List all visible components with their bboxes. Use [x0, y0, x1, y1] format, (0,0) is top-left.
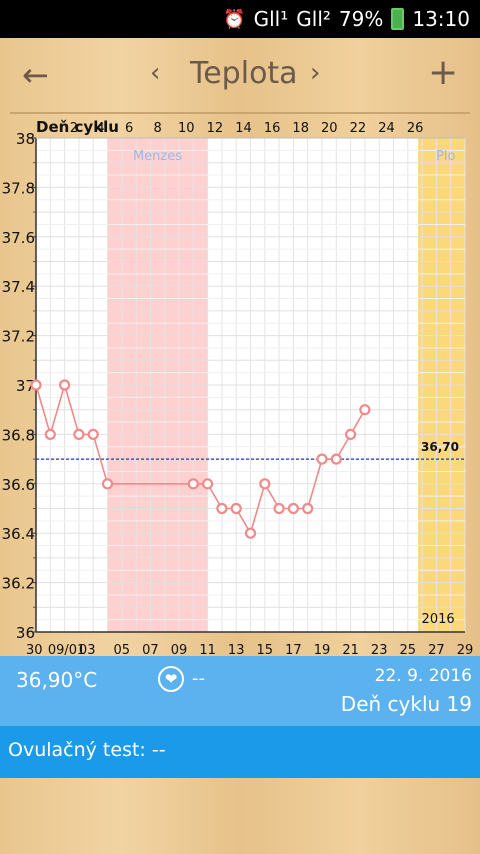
temperature-point[interactable] — [359, 404, 371, 416]
ovulation-test-text: Ovulačný test: -- — [8, 739, 166, 761]
battery-icon — [391, 8, 405, 30]
year-label: 2016 — [422, 612, 455, 627]
chart-svg[interactable]: 38 37.8 37.6 37.4 37.2 37 36.8 36.6 36.4 36.2 36 De… — [0, 118, 480, 658]
top-tick-label: 2 — [70, 121, 78, 136]
y-tick-label: 36 — [16, 624, 35, 642]
y-tick-label: 37 — [16, 377, 35, 395]
alarm-icon: ⏰ — [223, 8, 246, 30]
y-tick-label: 37.2 — [2, 328, 35, 346]
top-tick-label: 18 — [292, 121, 309, 136]
temperature-value: 36,90°C — [16, 668, 98, 692]
top-tick-label: 24 — [378, 121, 395, 136]
battery-percent: 79% — [338, 7, 384, 31]
y-tick-label: 38 — [16, 130, 35, 148]
temperature-point[interactable] — [58, 379, 71, 391]
bottom-tick-label: 30 — [26, 643, 43, 658]
y-tick-label: 37.6 — [2, 229, 35, 247]
temperature-point[interactable] — [73, 428, 85, 440]
bottom-tick-label: 13 — [228, 643, 245, 658]
fertile-label: Plo — [436, 149, 455, 164]
temperature-point[interactable] — [202, 478, 214, 490]
ovulation-test-bar[interactable]: Ovulačný test: -- — [0, 726, 480, 778]
bottom-tick-label: 19 — [314, 643, 331, 658]
y-tick-label: 36.8 — [2, 426, 35, 444]
heart-icon[interactable]: ❤ — [158, 666, 184, 692]
temperature-point[interactable] — [345, 428, 357, 440]
temperature-point[interactable] — [187, 478, 199, 490]
cycle-day: Deň cyklu 19 — [340, 692, 472, 716]
bottom-tick-label: 09/01 — [48, 643, 85, 658]
top-tick-label: 8 — [154, 121, 162, 136]
menses-label: Menzes — [133, 149, 182, 164]
top-tick-label: 4 — [96, 121, 104, 136]
temperature-point[interactable] — [87, 428, 99, 440]
temperature-point[interactable] — [302, 502, 314, 515]
temperature-chart[interactable]: 38 37.8 37.6 37.4 37.2 37 36.8 36.6 36.4 36.2 36 De… — [0, 118, 480, 658]
bottom-tick-label: 23 — [371, 643, 388, 658]
status-bar: ⏰ G‎ll¹ G‎ll² 79% 13:10 — [0, 0, 480, 38]
app-bar: ← ‹ Teplota › + — [0, 38, 480, 116]
chevron-right-icon[interactable]: › — [310, 58, 321, 88]
chevron-left-icon[interactable]: ‹ — [150, 58, 161, 88]
temperature-point[interactable] — [44, 428, 56, 440]
top-tick-label: 22 — [350, 121, 367, 136]
bottom-tick-label: 03 — [79, 643, 96, 658]
y-tick-label: 36.4 — [2, 525, 35, 543]
temperature-point[interactable] — [216, 502, 228, 515]
bottom-tick-label: 17 — [285, 643, 302, 658]
arrow-left-icon[interactable]: ← — [22, 56, 49, 94]
temperature-point[interactable] — [273, 502, 285, 515]
bottom-tick-label: 21 — [342, 643, 359, 658]
signal-2-icon: G‎ll² — [296, 7, 331, 31]
clock: 13:10 — [412, 7, 470, 31]
top-tick-label: 26 — [407, 121, 424, 136]
temperature-point[interactable] — [330, 453, 342, 465]
bottom-tick-label: 29 — [457, 643, 474, 658]
temperature-point[interactable] — [30, 379, 42, 391]
temperature-point[interactable] — [230, 502, 242, 515]
bottom-tick-label: 05 — [114, 643, 131, 658]
top-tick-label: 14 — [235, 121, 252, 136]
signal-1-icon: G‎ll¹ — [253, 7, 289, 31]
top-tick-label: 20 — [321, 121, 338, 136]
y-tick-label: 36.2 — [2, 575, 35, 593]
coverline-label: 36,70 — [421, 440, 459, 454]
y-tick-label: 37.4 — [2, 278, 35, 296]
top-axis-label: Deň cyklu — [36, 118, 119, 136]
y-tick-label: 37.8 — [2, 179, 35, 197]
page-title: Teplota — [190, 56, 298, 91]
top-tick-label: 6 — [125, 121, 133, 136]
plus-icon[interactable]: + — [428, 52, 459, 93]
selected-date: 22. 9. 2016 — [374, 666, 472, 686]
temperature-point[interactable] — [316, 453, 328, 465]
heart-value: -- — [192, 668, 205, 689]
temperature-point[interactable] — [259, 478, 271, 490]
bottom-tick-label: 27 — [428, 643, 445, 658]
bottom-tick-label: 25 — [400, 643, 417, 658]
bottom-tick-label: 07 — [142, 643, 159, 658]
bottom-tick-label: 11 — [199, 643, 216, 658]
bottom-tick-label: 09 — [171, 643, 188, 658]
info-bar: 36,90°C ❤ -- 22. 9. 2016 Deň cyklu 19 — [0, 656, 480, 726]
top-tick-label: 12 — [207, 121, 224, 136]
top-tick-label: 16 — [264, 121, 281, 136]
top-tick-label: 10 — [178, 121, 195, 136]
temperature-point[interactable] — [101, 478, 114, 490]
y-tick-label: 36.6 — [2, 476, 35, 494]
bottom-tick-label: 15 — [257, 643, 274, 658]
temperature-point[interactable] — [244, 527, 257, 539]
appbar-divider — [10, 112, 470, 114]
temperature-point[interactable] — [287, 502, 299, 515]
